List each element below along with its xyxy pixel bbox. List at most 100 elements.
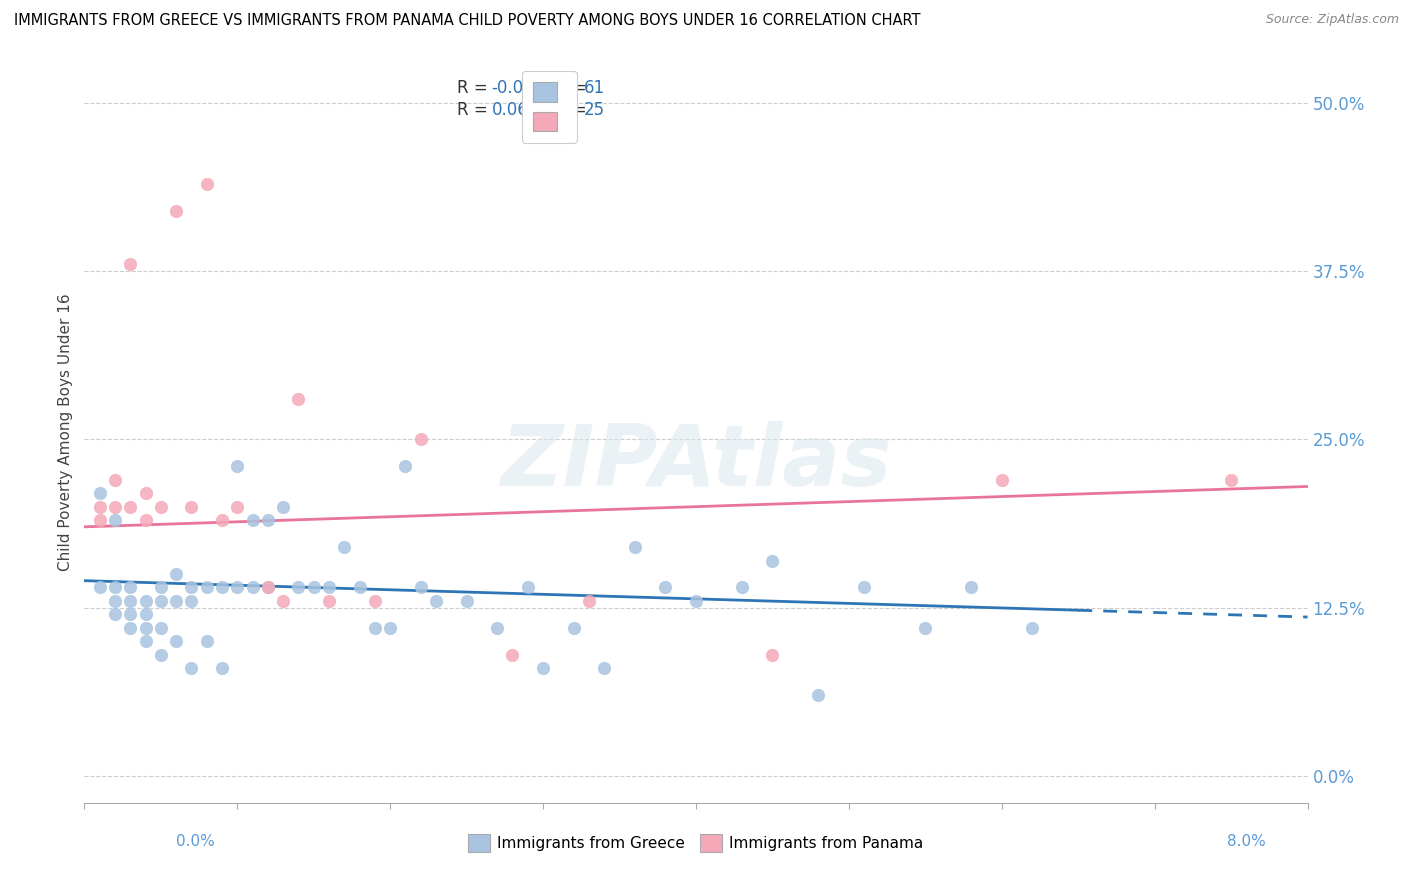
Text: 0.062: 0.062 xyxy=(492,101,538,119)
Point xyxy=(89,513,111,527)
Point xyxy=(960,581,983,595)
Point xyxy=(257,581,280,595)
Point xyxy=(135,607,157,622)
Point xyxy=(180,500,202,514)
Point xyxy=(318,581,340,595)
Point xyxy=(165,203,187,218)
Point xyxy=(394,459,416,474)
Point xyxy=(456,594,478,608)
Point xyxy=(104,473,127,487)
Text: -0.093: -0.093 xyxy=(492,78,546,96)
Point xyxy=(761,553,783,567)
Point xyxy=(287,581,309,595)
Point xyxy=(364,594,387,608)
Point xyxy=(333,540,356,554)
Point xyxy=(287,392,309,406)
Point xyxy=(242,581,264,595)
Point xyxy=(409,581,432,595)
Point xyxy=(531,661,554,675)
Point xyxy=(226,500,249,514)
Point xyxy=(562,621,585,635)
Text: ZIPAtlas: ZIPAtlas xyxy=(501,421,891,504)
Text: N =: N = xyxy=(555,78,592,96)
Point xyxy=(654,581,676,595)
Point xyxy=(89,486,111,500)
Point xyxy=(991,473,1014,487)
Point xyxy=(302,581,325,595)
Point xyxy=(914,621,936,635)
Point xyxy=(180,594,202,608)
Point xyxy=(135,634,157,648)
Point xyxy=(486,621,509,635)
Point xyxy=(104,581,127,595)
Point xyxy=(624,540,647,554)
Point xyxy=(165,566,187,581)
Point xyxy=(578,594,600,608)
Point xyxy=(120,621,142,635)
Point xyxy=(242,513,264,527)
Point xyxy=(149,594,172,608)
Point xyxy=(380,621,402,635)
Point xyxy=(211,513,233,527)
Point xyxy=(149,500,172,514)
Point xyxy=(149,581,172,595)
Point xyxy=(104,513,127,527)
Legend: Immigrants from Greece, Immigrants from Panama: Immigrants from Greece, Immigrants from … xyxy=(463,829,929,858)
Point xyxy=(104,500,127,514)
Point xyxy=(135,513,157,527)
Point xyxy=(120,594,142,608)
Text: IMMIGRANTS FROM GREECE VS IMMIGRANTS FROM PANAMA CHILD POVERTY AMONG BOYS UNDER : IMMIGRANTS FROM GREECE VS IMMIGRANTS FRO… xyxy=(14,13,921,29)
Point xyxy=(135,486,157,500)
Point xyxy=(165,594,187,608)
Point xyxy=(271,500,294,514)
Point xyxy=(120,581,142,595)
Point xyxy=(226,459,249,474)
Point xyxy=(349,581,371,595)
Point xyxy=(149,648,172,662)
Text: 0.0%: 0.0% xyxy=(176,834,215,849)
Point xyxy=(180,661,202,675)
Text: R =: R = xyxy=(457,78,494,96)
Point xyxy=(364,621,387,635)
Point xyxy=(195,581,218,595)
Text: 8.0%: 8.0% xyxy=(1226,834,1265,849)
Point xyxy=(1021,621,1043,635)
Point xyxy=(409,433,432,447)
Text: 25: 25 xyxy=(583,101,605,119)
Point xyxy=(425,594,447,608)
Point xyxy=(104,594,127,608)
Point xyxy=(685,594,707,608)
Point xyxy=(195,177,218,191)
Point xyxy=(593,661,616,675)
Point xyxy=(1220,473,1243,487)
Point xyxy=(257,581,280,595)
Point xyxy=(180,581,202,595)
Y-axis label: Child Poverty Among Boys Under 16: Child Poverty Among Boys Under 16 xyxy=(58,293,73,572)
Point xyxy=(89,500,111,514)
Point xyxy=(120,607,142,622)
Point xyxy=(195,634,218,648)
Point xyxy=(120,500,142,514)
Point xyxy=(211,661,233,675)
Point xyxy=(135,594,157,608)
Point xyxy=(271,594,294,608)
Text: 61: 61 xyxy=(583,78,605,96)
Text: Source: ZipAtlas.com: Source: ZipAtlas.com xyxy=(1265,13,1399,27)
Text: N =: N = xyxy=(555,101,592,119)
Point xyxy=(318,594,340,608)
Point xyxy=(853,581,876,595)
Point xyxy=(211,581,233,595)
Point xyxy=(149,621,172,635)
Point xyxy=(502,648,524,662)
Point xyxy=(226,581,249,595)
Point xyxy=(761,648,783,662)
Point xyxy=(516,581,538,595)
Point xyxy=(257,513,280,527)
Point xyxy=(165,634,187,648)
Point xyxy=(120,257,142,271)
Point xyxy=(807,688,830,702)
Point xyxy=(731,581,754,595)
Text: R =: R = xyxy=(457,101,499,119)
Point xyxy=(89,581,111,595)
Point xyxy=(104,607,127,622)
